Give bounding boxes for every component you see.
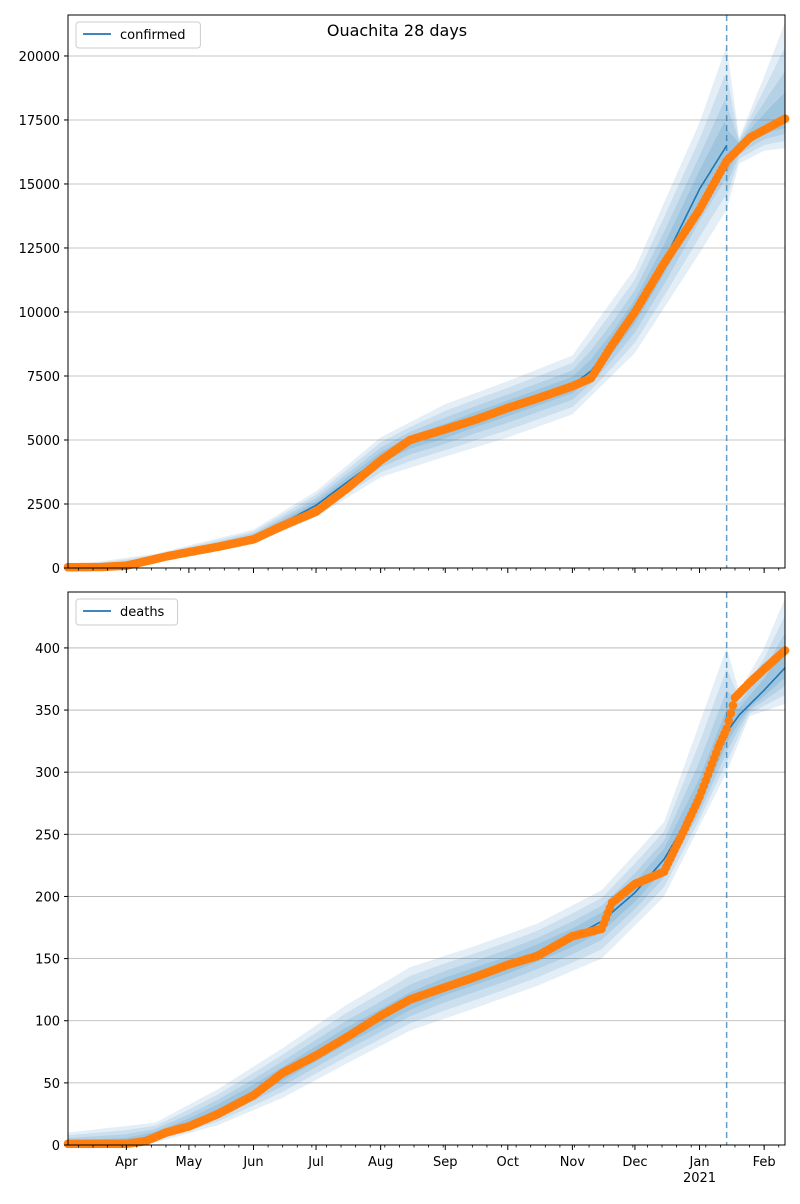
x-tick-label: Aug: [368, 1155, 393, 1170]
panel-deaths: 0 50 100 150 200 250 300 350 400 Apr May Jun Jul Aug S…: [35, 591, 790, 1186]
x-tick-label: Apr: [115, 1155, 138, 1170]
legend: confirmed: [75, 21, 201, 49]
y-tick-label: 20000: [19, 50, 60, 65]
x-tick-label: Feb: [753, 1155, 776, 1170]
y-tick-label: 12500: [19, 242, 60, 257]
legend: deaths: [75, 598, 179, 626]
y-tick-label: 7500: [27, 370, 60, 385]
model-line: [67, 667, 786, 1145]
x-tick-label: Jun: [242, 1155, 263, 1170]
observed-point: [728, 701, 738, 710]
y-tick-label: 0: [52, 562, 60, 577]
axes-frame: [67, 14, 786, 569]
legend-label: confirmed: [120, 28, 186, 43]
y-tick-label: 150: [35, 953, 60, 968]
y-tick-label: 15000: [19, 178, 60, 193]
uncertainty-band: [68, 92, 785, 568]
y-tick-label: 300: [35, 766, 60, 781]
y-tick-label: 400: [35, 642, 60, 657]
observed-point: [722, 724, 731, 733]
y-tick-label: 2500: [27, 498, 60, 513]
y-tick-label: 50: [43, 1077, 60, 1092]
x-tick-label: Sep: [433, 1155, 458, 1170]
x-tick-label: Nov: [560, 1155, 586, 1170]
y-tick-label: 250: [35, 828, 60, 843]
x-tick-label: Dec: [622, 1155, 647, 1170]
y-tick-label: 100: [35, 1015, 60, 1030]
x-tick-label: Jul: [307, 1155, 324, 1170]
axes-frame: [67, 591, 786, 1146]
y-tick-label: 17500: [19, 114, 60, 129]
uncertainty-band: [68, 47, 785, 568]
uncertainty-band: [68, 615, 785, 1145]
y-tick-label: 5000: [27, 434, 60, 449]
observed-point: [726, 708, 736, 718]
x-tick-label: Oct: [497, 1155, 519, 1170]
uncertainty-band: [68, 71, 785, 568]
x-tick-label: Jan: [689, 1155, 710, 1170]
panel-confirmed: 0 2500 5000 7500 10000 12500 15000 17500 20000 co…: [19, 14, 790, 577]
legend-box: [75, 598, 179, 626]
y-tick-label: 350: [35, 704, 60, 719]
x-year-label: 2021: [683, 1171, 716, 1186]
legend-box: [75, 21, 201, 49]
uncertainty-band: [68, 22, 785, 568]
y-tick-label: 0: [52, 1139, 60, 1154]
legend-label: deaths: [120, 605, 165, 620]
uncertainty-band: [68, 633, 785, 1145]
uncertainty-band: [68, 598, 785, 1145]
y-tick-label: 200: [35, 890, 60, 905]
figure-title: Ouachita 28 days: [327, 21, 467, 40]
observed-point: [724, 716, 733, 726]
x-tick-label: May: [175, 1155, 202, 1170]
y-tick-label: 10000: [19, 306, 60, 321]
